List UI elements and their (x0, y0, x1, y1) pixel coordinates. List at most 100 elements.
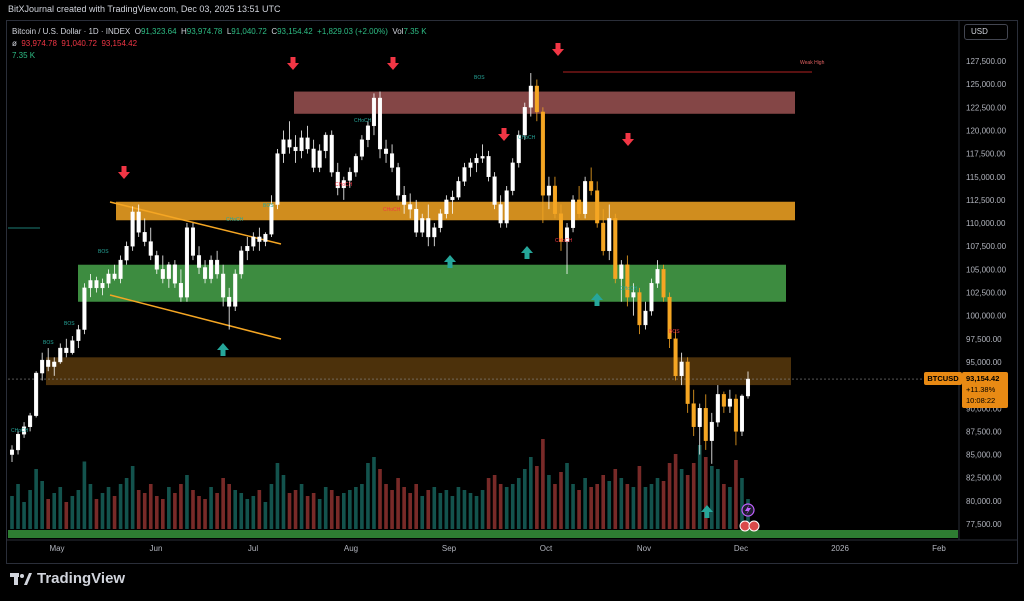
candle-body (643, 310, 648, 326)
candle-body (552, 185, 557, 214)
price-tick: 80,000.00 (966, 497, 1002, 506)
candle-body (504, 190, 509, 224)
volume-bar (510, 484, 515, 529)
candle-body (112, 273, 117, 279)
volume-bar (305, 496, 310, 529)
candle-body (679, 361, 684, 377)
volume-bar (667, 463, 672, 529)
time-tick: 2026 (831, 544, 849, 553)
candle-body (239, 250, 244, 275)
candle-body (727, 398, 732, 407)
volume-bar (269, 484, 274, 529)
volume-bar (571, 484, 575, 529)
candle-body (733, 398, 738, 432)
candle-body (565, 227, 570, 242)
price-tick: 95,000.00 (966, 358, 1002, 367)
candle-body (492, 176, 497, 205)
last-price-box: 93,154.42 +11.38% 10:08:22 (962, 372, 1008, 408)
volume-bar (547, 475, 551, 529)
candle-body (64, 347, 69, 353)
candle-body (203, 267, 208, 279)
currency-button[interactable]: USD (964, 24, 1008, 40)
candle-body (263, 233, 268, 242)
volume-bar (148, 484, 153, 529)
candle-body (715, 394, 720, 423)
volume-bar (450, 496, 455, 529)
candle-body (601, 222, 606, 252)
down-arrow-icon (387, 63, 399, 70)
volume-bar (462, 490, 467, 529)
down-arrow-icon (622, 139, 634, 146)
time-tick: Nov (637, 544, 651, 553)
structure-label: BOS (669, 329, 680, 335)
volume-bar (335, 496, 340, 529)
volume-value: 7.35 K (403, 27, 427, 36)
down-arrow-icon (552, 49, 564, 56)
volume-bar (631, 487, 636, 529)
candle-body (438, 213, 443, 228)
volume-bar (239, 493, 244, 529)
candle-body (40, 359, 45, 374)
volume-bar (408, 493, 412, 529)
volume-bar (553, 484, 557, 529)
up-arrow-icon (217, 343, 229, 350)
candle-body (450, 196, 455, 201)
volume-bars (10, 439, 750, 529)
volume-bar (64, 502, 69, 529)
volume-bar (432, 487, 437, 529)
volume-bar (625, 484, 630, 529)
candle-body (257, 236, 262, 242)
volume-legend: 7.35 K (12, 51, 36, 60)
candle-body (178, 283, 183, 298)
candle-body (323, 134, 328, 152)
price-tick: 90,000.00 (966, 404, 1002, 413)
down-arrow-icon (118, 172, 130, 179)
candle-body (251, 236, 256, 247)
bar-countdown: 10:08:22 (966, 396, 996, 405)
volume-bar (118, 484, 123, 529)
volume-bar (341, 493, 346, 529)
us-flag-event-icon (748, 520, 760, 532)
volume-bar (10, 496, 14, 529)
structure-label: BOS (64, 321, 75, 327)
volume-bar (185, 475, 189, 529)
volume-bar (317, 499, 322, 529)
volume-bar (154, 496, 159, 529)
volume-bar (613, 469, 618, 529)
candle-body (703, 408, 708, 441)
structure-label: CHoCH (555, 238, 573, 244)
volume-bar (716, 469, 720, 529)
volume-bar (396, 478, 400, 529)
volume-bar (227, 484, 231, 529)
volume-bar (583, 478, 587, 529)
grid-lines (6, 20, 1018, 541)
candle-body (365, 125, 370, 140)
volume-bar (251, 496, 256, 529)
candle-body (28, 415, 33, 427)
price-tick: 122,500.00 (966, 103, 1007, 112)
volume-bar (76, 490, 81, 529)
price-tick: 127,500.00 (966, 57, 1007, 66)
volume-bar (601, 475, 606, 529)
volume-bar (709, 466, 714, 529)
brand-name: TradingView (37, 570, 126, 587)
volume-bar (354, 487, 358, 529)
volume-bar (130, 466, 135, 529)
candlesticks (9, 73, 751, 464)
volume-bar (82, 461, 87, 529)
volume-bar (257, 490, 262, 529)
candle-body (275, 153, 280, 205)
candle-body (76, 329, 81, 341)
candle-body (94, 280, 99, 289)
candle-body (269, 204, 274, 235)
volume-bar (402, 487, 406, 529)
down-arrow-icon (555, 43, 561, 49)
candle-body (190, 227, 195, 256)
up-arrow-icon (444, 255, 456, 262)
close-value: 93,154.42 (277, 27, 313, 36)
volume-bar (100, 493, 105, 529)
tradingview-brand[interactable]: TradingView (10, 570, 125, 587)
candle-body (245, 245, 250, 252)
volume-bar (637, 466, 642, 529)
